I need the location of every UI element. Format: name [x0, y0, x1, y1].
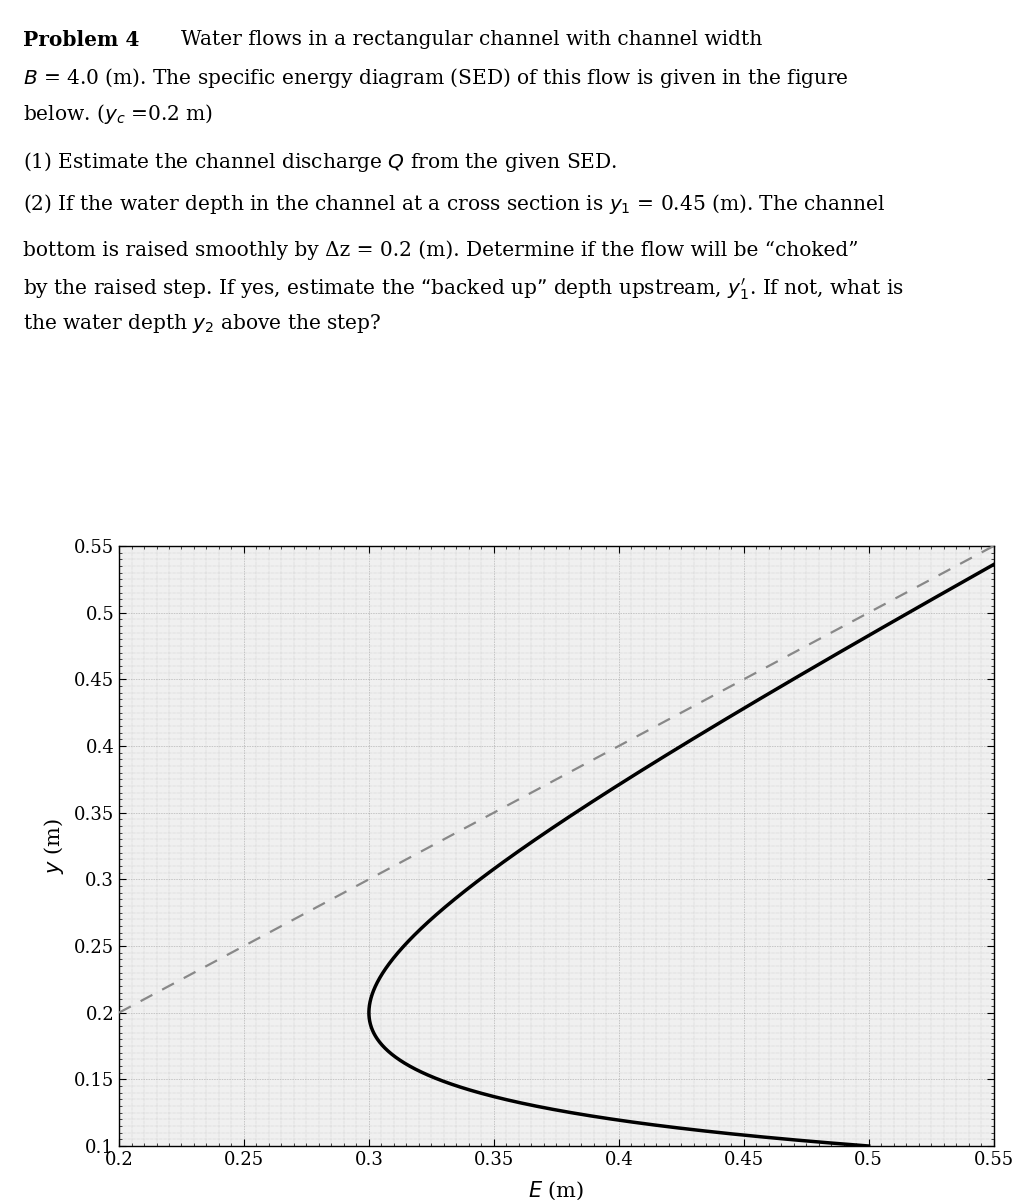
Text: the water depth $y_2$ above the step?: the water depth $y_2$ above the step?	[23, 312, 381, 335]
Y-axis label: $y$ (m): $y$ (m)	[41, 818, 65, 874]
Text: Water flows in a rectangular channel with channel width: Water flows in a rectangular channel wit…	[181, 30, 763, 49]
X-axis label: $E$ (m): $E$ (m)	[528, 1180, 585, 1200]
Text: $B$ = 4.0 (m). The specific energy diagram (SED) of this flow is given in the fi: $B$ = 4.0 (m). The specific energy diagr…	[23, 66, 849, 90]
Text: below. ($y_c$ =0.2 m): below. ($y_c$ =0.2 m)	[23, 102, 212, 126]
Text: Problem 4: Problem 4	[23, 30, 140, 50]
Text: (1) Estimate the channel discharge $Q$ from the given SED.: (1) Estimate the channel discharge $Q$ f…	[23, 150, 617, 174]
Text: bottom is raised smoothly by Δz = 0.2 (m). Determine if the flow will be “choked: bottom is raised smoothly by Δz = 0.2 (m…	[23, 240, 858, 259]
Text: by the raised step. If yes, estimate the “backed up” depth upstream, $y_1'$. If : by the raised step. If yes, estimate the…	[23, 276, 904, 301]
Text: (2) If the water depth in the channel at a cross section is $y_1$ = 0.45 (m). Th: (2) If the water depth in the channel at…	[23, 192, 885, 216]
